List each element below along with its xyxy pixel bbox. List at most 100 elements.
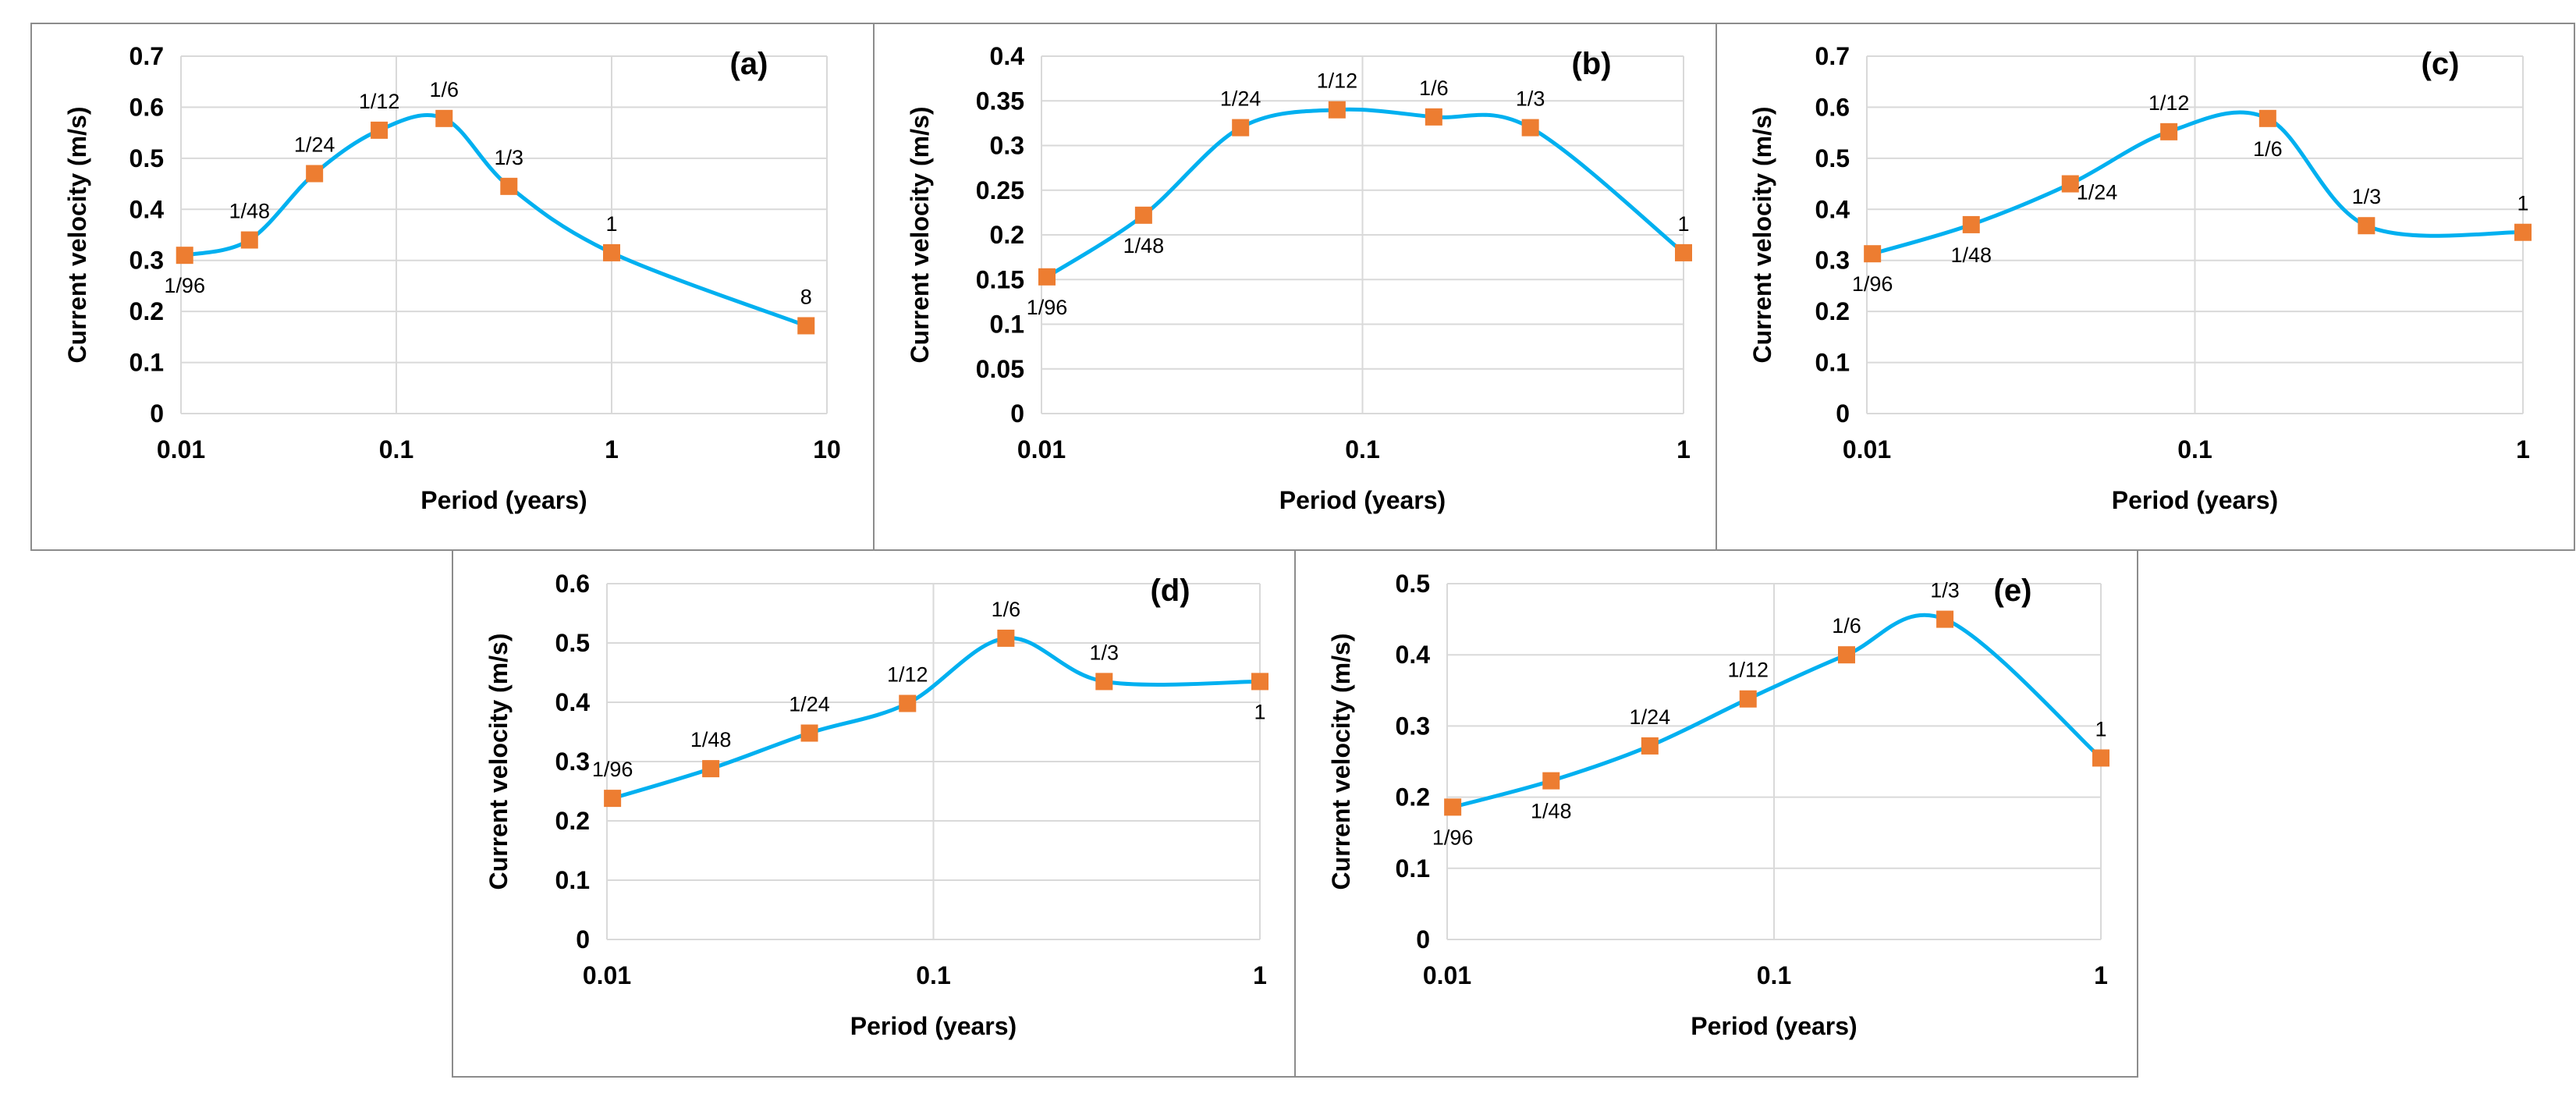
y-tick-label: 0.4: [555, 688, 591, 716]
chart-panel-a: 0 0.1 0.2 0.3 0.4 0.5 0.6 0.7 0.01 0.1 1 10 Period (…: [30, 23, 875, 551]
y-tick-label: 0.1: [130, 349, 164, 377]
y-tick-label: 0.4: [130, 195, 165, 223]
x-tick-label: 0.01: [1017, 435, 1066, 463]
data-point: [371, 121, 389, 139]
data-point: [240, 231, 258, 249]
x-tick-label: 0.1: [379, 435, 413, 463]
data-point: [604, 790, 622, 808]
y-tick-label: 0.4: [990, 42, 1025, 70]
panel-title: (d): [1150, 574, 1190, 608]
chart-panel-e: 0 0.1 0.2 0.3 0.4 0.5 0.01 0.1 1 Period (years) Cu…: [1294, 549, 2138, 1078]
data-label: 1/24: [789, 693, 830, 716]
x-axis-title: Period (years): [1691, 1012, 1857, 1040]
data-label: 1/48: [1950, 243, 1992, 267]
data-point: [2258, 109, 2276, 127]
data-point: [435, 109, 453, 127]
data-point: [1444, 798, 1462, 816]
x-tick-label: 0.01: [583, 961, 631, 989]
y-tick-label: 0.3: [990, 132, 1024, 160]
y-tick-label: 0.6: [130, 93, 164, 121]
x-tick-label: 1: [1253, 961, 1267, 989]
data-label: 1/3: [2352, 185, 2382, 208]
x-tick-label: 0.1: [1757, 961, 1791, 989]
data-label: 1/12: [1727, 659, 1769, 682]
y-tick-label: 0.6: [1815, 93, 1850, 121]
data-point: [2061, 175, 2079, 193]
x-tick-label: 0.01: [1423, 961, 1471, 989]
y-tick-label: 0: [150, 400, 164, 428]
data-label: 1: [2517, 192, 2528, 215]
y-tick-label: 0.35: [976, 87, 1024, 115]
y-tick-label: 0.5: [1396, 570, 1430, 598]
y-tick-label: 0.2: [130, 297, 164, 325]
data-label: 1: [1254, 700, 1265, 723]
x-tick-label: 0.01: [1843, 435, 1891, 463]
data-label: 1/6: [1832, 614, 1861, 638]
y-tick-label: 0.1: [1396, 854, 1430, 883]
data-label: 1: [1677, 212, 1689, 236]
data-point: [1739, 690, 1757, 708]
data-label: 1/6: [992, 598, 1021, 621]
data-label: 1/24: [1220, 87, 1261, 111]
x-tick-label: 1: [2516, 435, 2530, 463]
data-label: 1/6: [429, 78, 459, 101]
data-label: 1/3: [1090, 641, 1119, 664]
panel-title: (c): [2422, 47, 2460, 81]
data-label: 1/24: [1630, 705, 1671, 729]
y-tick-label: 0.1: [1815, 349, 1850, 377]
x-axis-title: Period (years): [420, 486, 587, 514]
data-point: [702, 760, 720, 778]
y-tick-label: 0.5: [555, 629, 590, 657]
y-tick-label: 0.3: [1815, 247, 1850, 275]
panel-title: (e): [1994, 574, 2032, 608]
panel-title: (a): [730, 47, 768, 81]
y-tick-label: 0.2: [1815, 297, 1850, 325]
y-tick-label: 0.3: [1396, 712, 1430, 740]
data-point: [500, 177, 518, 195]
panel-title: (b): [1571, 47, 1611, 81]
y-tick-label: 0.2: [1396, 783, 1430, 812]
chart-panel-c: 0 0.1 0.2 0.3 0.4 0.5 0.6 0.7 0.01 0.1 1 Period (ye…: [1716, 23, 2575, 551]
y-tick-label: 0.3: [130, 247, 164, 275]
data-point: [306, 165, 324, 183]
data-point: [1837, 646, 1855, 664]
data-point: [997, 629, 1015, 647]
y-tick-label: 0.15: [976, 265, 1024, 293]
x-axis-title: Period (years): [1279, 486, 1446, 514]
data-point: [1962, 215, 1980, 233]
data-label: 1/6: [2253, 137, 2283, 161]
data-label: 1/6: [1419, 76, 1449, 100]
y-axis-title: Current velocity (m/s): [1327, 634, 1355, 890]
y-tick-label: 0.7: [130, 42, 164, 70]
data-point: [1542, 772, 1560, 790]
data-point: [1251, 673, 1268, 691]
y-tick-label: 0: [1836, 400, 1850, 428]
y-tick-label: 0.25: [976, 176, 1024, 204]
data-point: [1864, 245, 1882, 263]
x-tick-label: 1: [1677, 435, 1691, 463]
panel-frame: [1716, 23, 2575, 551]
data-label: 1: [2095, 717, 2106, 741]
data-label: 8: [800, 285, 812, 308]
data-point: [899, 694, 917, 712]
data-point: [1232, 119, 1250, 137]
data-point: [800, 724, 818, 742]
y-axis-title: Current velocity (m/s): [484, 634, 513, 890]
y-axis-title: Current velocity (m/s): [63, 107, 91, 364]
data-label: 1/12: [2148, 91, 2190, 115]
y-tick-label: 0.5: [1815, 144, 1850, 172]
data-point: [1134, 206, 1152, 224]
data-point: [1328, 101, 1346, 119]
panel-frame: [1294, 549, 2138, 1078]
panel-frame: [452, 549, 1296, 1078]
x-axis-title: Period (years): [2112, 486, 2278, 514]
data-point: [603, 243, 620, 261]
data-label: 1/24: [2077, 181, 2118, 204]
data-label: 1/3: [1516, 87, 1545, 111]
data-label: 1/96: [164, 274, 205, 297]
y-tick-label: 0.5: [130, 144, 164, 172]
data-label: 1/3: [1930, 579, 1960, 602]
data-label: 1: [605, 212, 617, 236]
y-tick-label: 0.2: [990, 221, 1024, 249]
data-label: 1/12: [1317, 69, 1358, 93]
